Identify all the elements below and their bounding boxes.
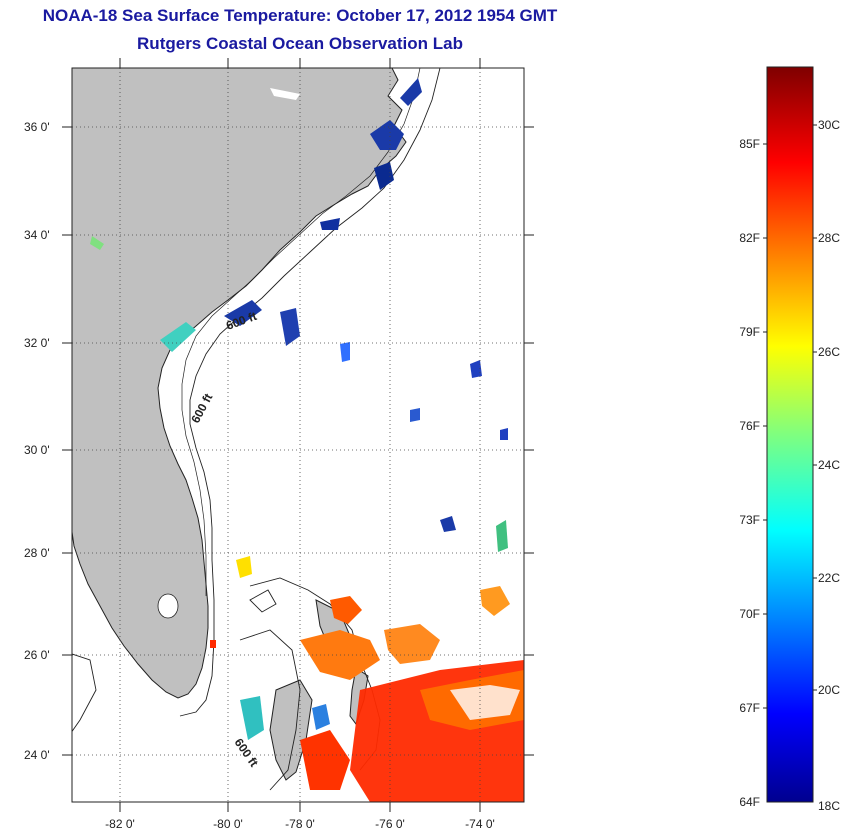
lat-tick-label: 32 0' xyxy=(24,336,50,350)
colorbar-f-label: 67F xyxy=(739,701,760,715)
lat-tick-label: 28 0' xyxy=(24,546,50,560)
lon-tick-label: -82 0' xyxy=(105,817,135,831)
colorbar-f-label: 73F xyxy=(739,513,760,527)
colorbar-f-label: 79F xyxy=(739,325,760,339)
map-subtitle: Rutgers Coastal Ocean Observation Lab xyxy=(137,34,463,53)
colorbar-f-label: 70F xyxy=(739,607,760,621)
colorbar-f-label: 82F xyxy=(739,231,760,245)
lat-tick-label: 34 0' xyxy=(24,228,50,242)
inland-water xyxy=(270,88,300,100)
lat-tick-label: 26 0' xyxy=(24,648,50,662)
map-title: NOAA-18 Sea Surface Temperature: October… xyxy=(42,6,558,25)
colorbar xyxy=(766,66,814,803)
lat-tick-label: 36 0' xyxy=(24,120,50,134)
colorbar-c-label: 28C xyxy=(818,231,840,245)
colorbar-c-label: 22C xyxy=(818,571,840,585)
contour-inner xyxy=(181,68,421,596)
colorbar-c-label: 30C xyxy=(818,118,840,132)
lon-tick-label: -76 0' xyxy=(375,817,405,831)
lon-tick-label: -74 0' xyxy=(465,817,495,831)
colorbar-c-label: 24C xyxy=(818,458,840,472)
colorbar-f-label: 64F xyxy=(739,795,760,809)
map-frame xyxy=(71,67,525,803)
colorbar-c-label: 26C xyxy=(818,345,840,359)
colorbar-c-label: 20C xyxy=(818,683,840,697)
lon-tick-label: -78 0' xyxy=(285,817,315,831)
colorbar-f-label: 76F xyxy=(739,419,760,433)
colorbar-f-label: 85F xyxy=(739,137,760,151)
lat-tick-label: 30 0' xyxy=(24,443,50,457)
map-tick-marks xyxy=(62,58,534,812)
map-graticule xyxy=(72,68,524,802)
lat-tick-label: 24 0' xyxy=(24,748,50,762)
lon-tick-label: -80 0' xyxy=(213,817,243,831)
land-us-east-coast xyxy=(72,68,407,699)
contour-600ft-north xyxy=(179,68,441,717)
lake-okeechobee xyxy=(157,593,179,619)
colorbar-ticks xyxy=(763,124,817,709)
colorbar-c-label: 18C xyxy=(818,799,840,813)
